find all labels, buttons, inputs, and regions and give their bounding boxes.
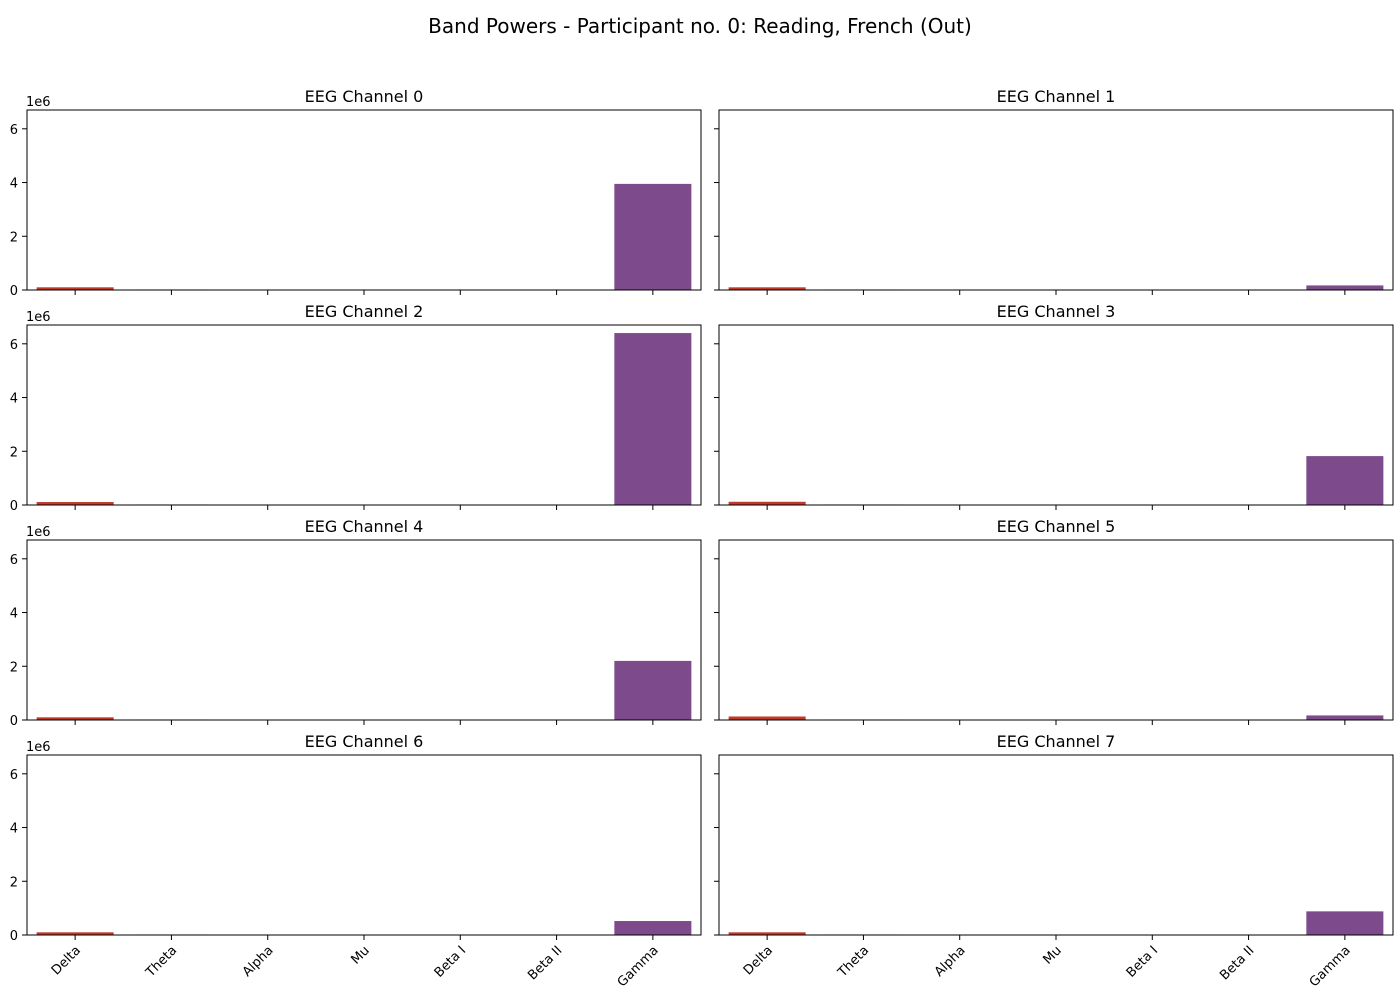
bar-delta [36, 717, 114, 720]
subplot-title: EEG Channel 4 [305, 517, 424, 536]
bar-gamma [614, 921, 692, 935]
y-tick-label: 4 [10, 822, 18, 837]
x-tick-label: Beta I [432, 943, 469, 980]
subplot-title: EEG Channel 0 [305, 87, 424, 106]
bar-gamma [1306, 911, 1384, 935]
y-tick-label: 6 [10, 553, 18, 568]
x-tick-label: Beta II [1217, 943, 1257, 983]
x-tick-label: Delta [741, 943, 776, 978]
bar-gamma [1306, 456, 1384, 505]
x-tick-label: Theta [143, 943, 181, 981]
x-tick-label: Mu [348, 943, 372, 967]
x-tick-label: Theta [835, 943, 873, 981]
subplot: EEG Channel 4 0 2 4 6 1e6 [10, 517, 702, 729]
bar-gamma [614, 183, 692, 290]
x-tick-label: Gamma [1307, 943, 1354, 990]
y-tick-label: 4 [10, 607, 18, 622]
bar-gamma [1306, 285, 1384, 290]
subplot: EEG Channel 3 [714, 302, 1394, 510]
bar-gamma [614, 333, 692, 505]
bar-delta [728, 932, 806, 935]
y-tick-label: 2 [10, 875, 18, 890]
y-tick-label: 0 [10, 929, 18, 944]
axes-frame [718, 109, 1394, 291]
y-scale-label: 1e6 [26, 525, 51, 540]
subplot: EEG Channel 7 Delta Theta Alpha Mu Beta I Beta… [714, 732, 1394, 990]
x-tick-label: Mu [1040, 943, 1064, 967]
subplot: EEG Channel 6 0 2 4 6 1e6 Delta Theta Alpha Mu Bet… [10, 732, 702, 990]
bar-delta [36, 287, 114, 290]
y-tick-label: 2 [10, 445, 18, 460]
bar-delta [728, 716, 806, 720]
axes-frame [26, 539, 702, 721]
x-tick-label: Delta [49, 943, 84, 978]
bar-delta [728, 287, 806, 290]
y-tick-label: 2 [10, 230, 18, 245]
subplot: EEG Channel 0 0 2 4 6 1e6 [10, 87, 702, 299]
y-tick-label: 4 [10, 177, 18, 192]
x-tick-label: Beta I [1124, 943, 1161, 980]
subplot: EEG Channel 2 0 2 4 6 1e6 [10, 302, 702, 514]
y-tick-label: 0 [10, 714, 18, 729]
bar-gamma [1306, 715, 1384, 720]
axes-frame [718, 324, 1394, 506]
bar-delta [36, 932, 114, 935]
bar-gamma [614, 660, 692, 720]
y-tick-label: 6 [10, 768, 18, 783]
subplot: EEG Channel 5 [714, 517, 1394, 725]
x-tick-label: Gamma [615, 943, 662, 990]
subplot-title: EEG Channel 1 [997, 87, 1116, 106]
chart-suptitle: Band Powers - Participant no. 0: Reading… [428, 14, 972, 38]
subplot-title: EEG Channel 3 [997, 302, 1116, 321]
axes-frame [26, 109, 702, 291]
axes-frame [718, 539, 1394, 721]
axes-frame [26, 754, 702, 936]
subplot-title: EEG Channel 5 [997, 517, 1116, 536]
x-tick-label: Alpha [932, 943, 969, 980]
y-scale-label: 1e6 [26, 740, 51, 755]
axes-frame [718, 754, 1394, 936]
y-tick-label: 6 [10, 338, 18, 353]
subplot-title: EEG Channel 2 [305, 302, 424, 321]
y-tick-label: 0 [10, 284, 18, 299]
bar-delta [728, 501, 806, 505]
subplot-title: EEG Channel 6 [305, 732, 424, 751]
x-tick-label: Alpha [240, 943, 277, 980]
y-scale-label: 1e6 [26, 95, 51, 110]
y-tick-label: 4 [10, 392, 18, 407]
y-tick-label: 0 [10, 499, 18, 514]
y-scale-label: 1e6 [26, 310, 51, 325]
y-tick-label: 6 [10, 123, 18, 138]
subplot: EEG Channel 1 [714, 87, 1394, 295]
axes-frame [26, 324, 702, 506]
x-tick-label: Beta II [525, 943, 565, 983]
bar-delta [36, 502, 114, 505]
subplot-title: EEG Channel 7 [997, 732, 1116, 751]
y-tick-label: 2 [10, 660, 18, 675]
